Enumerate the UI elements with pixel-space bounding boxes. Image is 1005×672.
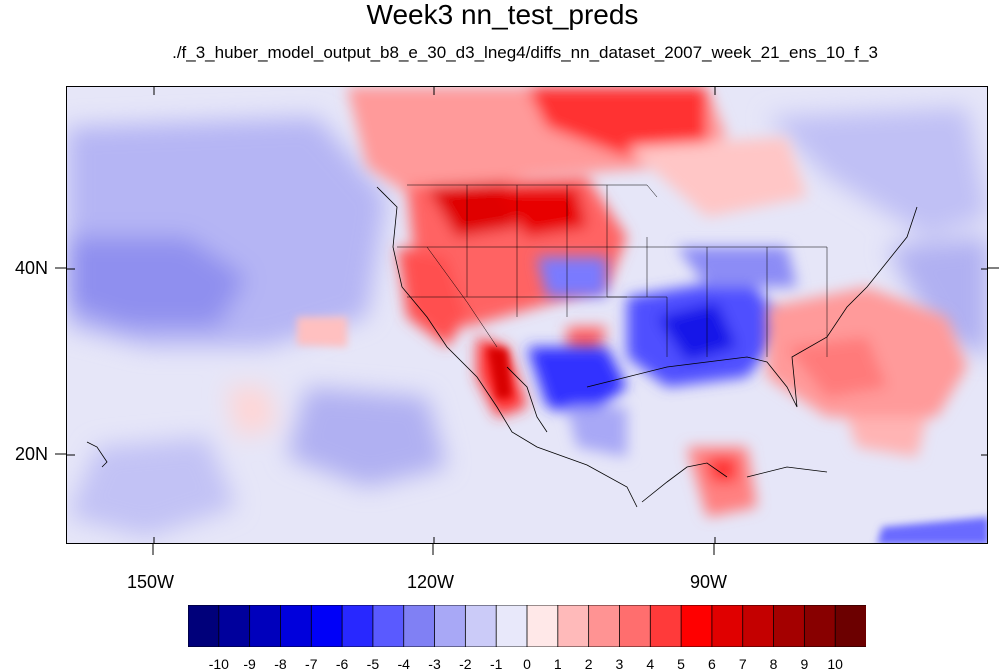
lat-label-20n: 20N bbox=[15, 444, 49, 464]
colorbar-box bbox=[834, 605, 866, 647]
colorbar-box bbox=[588, 605, 621, 647]
colorbar-tick-label: 3 bbox=[615, 656, 624, 672]
state-boundaries bbox=[397, 184, 828, 357]
lat-label-40n: 40N bbox=[15, 258, 49, 278]
colorbar-tick-label: 7 bbox=[738, 656, 747, 672]
colorbar-tick-label: -5 bbox=[366, 656, 380, 672]
colorbar-box bbox=[218, 605, 251, 647]
colorbar-box bbox=[434, 605, 467, 647]
pacific-cool-anomaly bbox=[67, 107, 987, 537]
colorbar-box bbox=[310, 605, 343, 647]
colorbar-box bbox=[619, 605, 652, 647]
colorbar-tick-label: 0 bbox=[523, 656, 531, 672]
colorbar-box bbox=[711, 605, 744, 647]
colorbar-tick-label: 6 bbox=[708, 656, 716, 672]
lon-label-120w: 120W bbox=[407, 572, 455, 592]
local-anomalies bbox=[297, 317, 987, 543]
colorbar-tick-label: -10 bbox=[208, 656, 229, 672]
colorbar-box bbox=[188, 605, 220, 647]
map-title: Week3 nn_test_preds bbox=[366, 0, 639, 30]
colorbar-tick-label: -4 bbox=[397, 656, 410, 672]
colorbar-tick-label: -6 bbox=[335, 656, 349, 672]
map-subtitle: ./f_3_huber_model_output_b8_e_30_d3_lneg… bbox=[172, 43, 878, 62]
map-panel bbox=[66, 86, 988, 544]
gulf-atlantic-warm-anomaly bbox=[687, 287, 967, 517]
colorbar-tick-label: 8 bbox=[769, 656, 778, 672]
colorbar-box bbox=[341, 605, 374, 647]
colorbar-tick-label: 1 bbox=[553, 656, 562, 672]
colorbar-tick-label: -8 bbox=[274, 656, 287, 672]
colorbar-box bbox=[680, 605, 713, 647]
contour-map bbox=[67, 87, 987, 543]
colorbar-tick-label: -1 bbox=[489, 656, 503, 672]
lon-label-90w: 90W bbox=[690, 572, 728, 592]
colorbar-box bbox=[280, 605, 313, 647]
colorbar-box bbox=[464, 605, 498, 647]
colorbar-tick-label: 10 bbox=[827, 656, 843, 672]
colorbar-box bbox=[649, 605, 682, 647]
colorbar-box bbox=[403, 605, 436, 647]
colorbar-box bbox=[803, 605, 837, 647]
colorbar-box bbox=[557, 605, 590, 647]
colorbar-box bbox=[249, 605, 282, 647]
colorbar-tick-label: 9 bbox=[800, 656, 809, 672]
colorbar-box bbox=[495, 605, 528, 647]
colorbar bbox=[188, 605, 866, 647]
colorbar-tick-label: -2 bbox=[459, 656, 472, 672]
inner-ticks bbox=[67, 87, 987, 543]
colorbar-tick-label: 2 bbox=[584, 656, 593, 672]
coastlines bbox=[86, 186, 918, 508]
colorbar-box bbox=[372, 605, 405, 647]
lon-label-150w: 150W bbox=[127, 572, 175, 592]
colorbar-box bbox=[773, 605, 806, 647]
colorbar-tick-label: 5 bbox=[677, 656, 685, 672]
colorbar-box bbox=[526, 605, 559, 647]
colorbar-tick-label: -9 bbox=[243, 656, 256, 672]
colorbar-tick-label: 4 bbox=[646, 656, 655, 672]
colorbar-box bbox=[742, 605, 775, 647]
colorbar-tick-label: -7 bbox=[305, 656, 318, 672]
colorbar-tick-label: -3 bbox=[428, 656, 441, 672]
